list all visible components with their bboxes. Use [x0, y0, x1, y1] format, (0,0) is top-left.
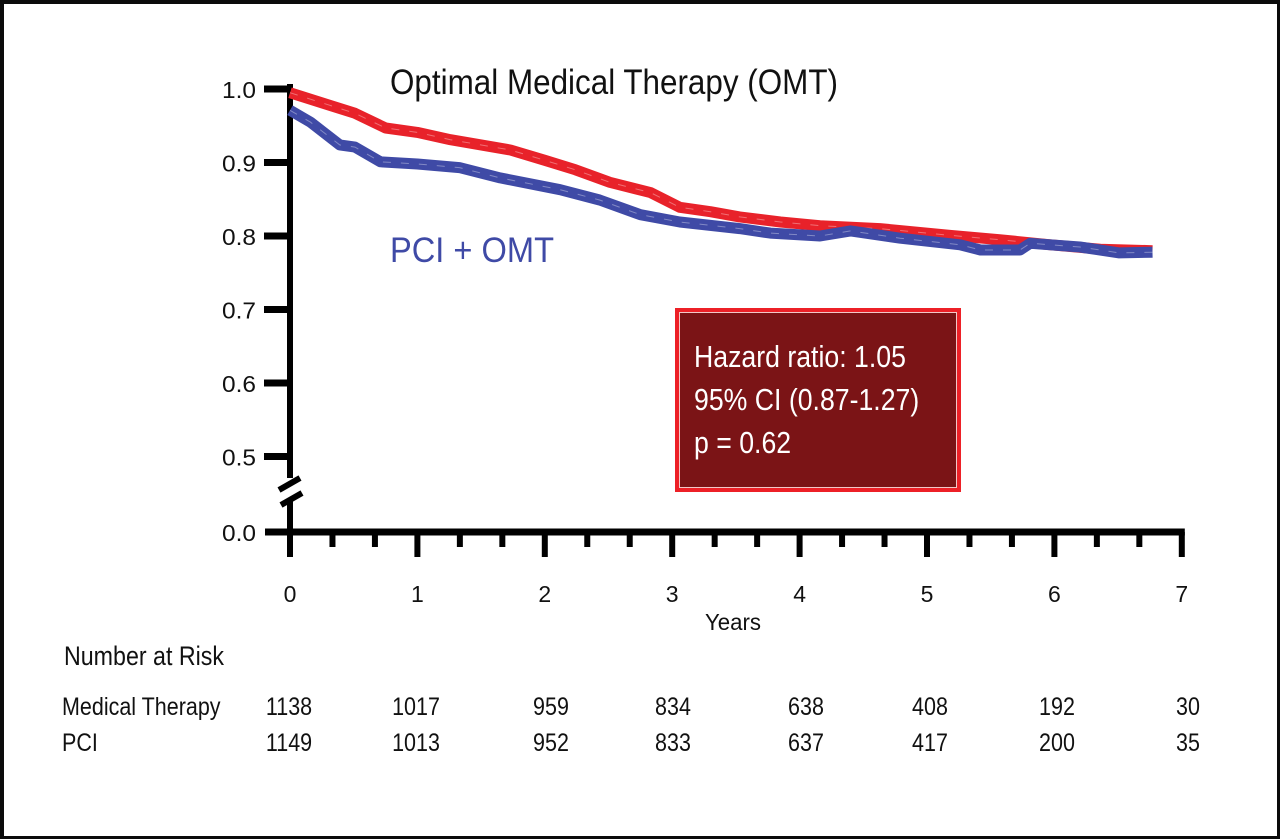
- axis-break-mark: [279, 490, 304, 508]
- omt-survival-curve-highlight: [289, 92, 1153, 252]
- risk-table-title: Number at Risk: [64, 641, 225, 671]
- pci-omt-series-label: PCI + OMT: [390, 231, 554, 270]
- risk-row-label-medical-therapy: Medical Therapy: [62, 693, 221, 721]
- hazard-ratio-box-inner: Hazard ratio: 1.05 95% CI (0.87-1.27) p …: [679, 312, 957, 488]
- risk-value: 833: [655, 729, 691, 757]
- axis-break-mark: [277, 475, 302, 493]
- pci-omt-survival-curve: [287, 105, 1153, 259]
- risk-value: 952: [533, 729, 569, 757]
- risk-value: 1149: [265, 729, 313, 757]
- risk-value: 200: [1039, 729, 1075, 757]
- x-tick-label: 2: [538, 581, 551, 607]
- risk-value: 834: [655, 693, 691, 721]
- y-tick-label: 0.7: [222, 298, 256, 324]
- x-tick-label: 6: [1048, 581, 1061, 607]
- y-tick-label: 1.0: [222, 77, 256, 103]
- risk-value: 1017: [392, 693, 440, 721]
- risk-value: 959: [533, 693, 569, 721]
- axes: 1.0 0.9 0.8 0.7 0.6 0.5 0.0 0 1 2 3 4 5 6 7: [222, 77, 1188, 607]
- chart-title: Optimal Medical Therapy (OMT): [390, 63, 838, 102]
- hazard-ratio-box: Hazard ratio: 1.05 95% CI (0.87-1.27) p …: [675, 308, 961, 492]
- x-tick-label: 4: [793, 581, 806, 607]
- risk-value: 637: [788, 729, 824, 757]
- y-tick-label: 0.9: [222, 151, 256, 177]
- x-tick-label: 0: [284, 581, 297, 607]
- x-axis-label: Years: [705, 609, 761, 635]
- y-tick-label: 0.8: [222, 224, 256, 250]
- y-tick-label: 0.0: [222, 520, 256, 546]
- x-tick-label: 3: [666, 581, 679, 607]
- risk-value: 638: [788, 693, 824, 721]
- y-tick-label: 0.5: [222, 445, 256, 471]
- confidence-interval-text: 95% CI (0.87-1.27): [694, 382, 920, 417]
- y-tick-label: 0.6: [222, 371, 256, 397]
- risk-value: 192: [1039, 693, 1075, 721]
- x-tick-label: 7: [1175, 581, 1188, 607]
- survival-curves: [287, 87, 1153, 259]
- risk-value: 35: [1176, 729, 1200, 757]
- risk-value: 30: [1176, 693, 1200, 721]
- risk-value: 1013: [392, 729, 440, 757]
- p-value-text: p = 0.62: [694, 425, 792, 460]
- hazard-ratio-text: Hazard ratio: 1.05: [694, 339, 906, 374]
- risk-value: 408: [912, 693, 948, 721]
- omt-survival-curve: [288, 87, 1153, 257]
- pci-omt-survival-curve-highlight: [289, 109, 1153, 254]
- x-tick-label: 5: [921, 581, 934, 607]
- risk-row-label-pci: PCI: [62, 729, 98, 757]
- risk-value: 1138: [265, 693, 313, 721]
- risk-value: 417: [912, 729, 948, 757]
- x-tick-label: 1: [411, 581, 424, 607]
